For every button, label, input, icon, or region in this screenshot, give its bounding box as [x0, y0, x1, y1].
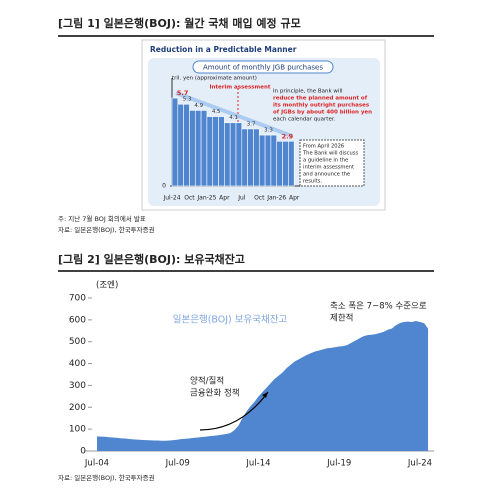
x-tick-label: Jan-26 [266, 195, 286, 202]
annotation-line: In principle, the Bank will [273, 89, 343, 95]
annotation-line: of JGBs by about 400 billion yen [273, 110, 372, 116]
annotation-line: 금융완화 정책 [190, 388, 240, 399]
unit-label: tril. yen (approximate amount) [172, 76, 257, 82]
x-tick-label: Jul [237, 195, 246, 202]
bar [224, 122, 231, 187]
annotation-line: its monthly outright purchases [273, 103, 370, 109]
x-tick-label: Jul-19 [326, 459, 351, 469]
x-tick-label: Jul-09 [165, 459, 190, 469]
x-tick-label: Jan-25 [196, 195, 216, 202]
box-line: The Bank will discuss [302, 151, 358, 157]
bar [177, 103, 184, 187]
y-tick-label: 600 [69, 315, 86, 325]
arrow-head [262, 392, 268, 398]
slide-title: Reduction in a Predictable Manner [150, 45, 297, 54]
box-line: interim assessment [303, 165, 354, 171]
y-tick-label: 200 [69, 403, 86, 413]
bar [247, 128, 254, 187]
note: 자료: 일본은행(BOJ), 한국투자증권 [58, 473, 155, 482]
bar [258, 134, 266, 187]
x-tick-label: Oct [254, 195, 265, 202]
bar [212, 116, 219, 187]
y-tick-label: 0 [80, 447, 86, 457]
y-tick-label: 500 [69, 337, 86, 347]
bar [264, 134, 272, 187]
value-label: 4.5 [212, 109, 221, 115]
bar [200, 110, 208, 187]
figure-heading: [그림 2] 일본은행(BOJ): 보유국채잔고 [58, 252, 245, 266]
value-label: 5.7 [177, 89, 189, 97]
interim-label: Interim assessment [209, 85, 270, 91]
box-line: From April 2026 [303, 144, 344, 150]
bar [206, 116, 214, 187]
note: 주: 지난 7월 BOJ 회의에서 발표 [58, 214, 146, 223]
bar [194, 110, 202, 187]
trend-arrow [175, 91, 293, 138]
panel-header [192, 60, 334, 74]
bar [171, 97, 179, 187]
value-label: 3.7 [247, 121, 256, 127]
y-tick-label: 300 [69, 381, 86, 391]
y-axis-label: (조엔) [96, 280, 118, 291]
x-tick-label: Jul-04 [84, 459, 109, 469]
bar [276, 140, 283, 187]
y-tick-label: 400 [69, 359, 86, 369]
bar [241, 128, 248, 187]
bar [235, 122, 243, 187]
y-tick-label: 0 [162, 183, 166, 190]
note-box [299, 139, 365, 187]
value-label: 5.3 [183, 97, 192, 103]
annotation-line: 양적/질적 [190, 376, 224, 387]
x-tick-label: Jul-14 [245, 459, 270, 469]
annotation-line: 제한적 [330, 313, 353, 324]
annotation-line: reduce the planned amount of [273, 96, 368, 102]
value-label: 3.3 [264, 128, 273, 134]
figure-heading: [그림 1] 일본은행(BOJ): 월간 국채 매입 예정 규모 [58, 16, 301, 30]
annotation-line: 축소 폭은 7~8% 수준으로 [330, 302, 427, 312]
box-line: results. [303, 179, 322, 185]
area [97, 320, 429, 451]
bar [183, 103, 190, 187]
x-tick-label: Oct [184, 195, 195, 202]
value-label: 4.1 [229, 115, 238, 121]
panel-header-text: Amount of monthly JGB purchases [203, 64, 323, 72]
y-tick-label: 700 [69, 294, 86, 304]
bar [189, 110, 196, 187]
bar [253, 128, 260, 187]
bar [218, 116, 225, 187]
bar [229, 122, 237, 187]
x-tick-label: Jul-24 [407, 459, 432, 469]
bar [270, 134, 278, 187]
box-line: and announce the [303, 172, 350, 178]
series-label: 일본은행(BOJ) 보유국채잔고 [173, 314, 288, 326]
annotation-line: each calendar quarter. [273, 117, 336, 123]
value-label: 2.9 [282, 132, 294, 140]
bar [282, 140, 289, 187]
box-line: a guideline in the [303, 158, 348, 164]
bar [288, 140, 295, 187]
annotation-arrow [199, 391, 269, 431]
x-tick-label: Apr [289, 195, 300, 202]
x-tick-label: Jul-24 [162, 195, 180, 202]
value-label: 4.9 [194, 103, 203, 109]
y-tick-label: 100 [69, 425, 86, 435]
note: 자료: 일본은행(BOJ), 한국투자증권 [58, 225, 155, 234]
x-tick-label: Apr [219, 195, 230, 202]
